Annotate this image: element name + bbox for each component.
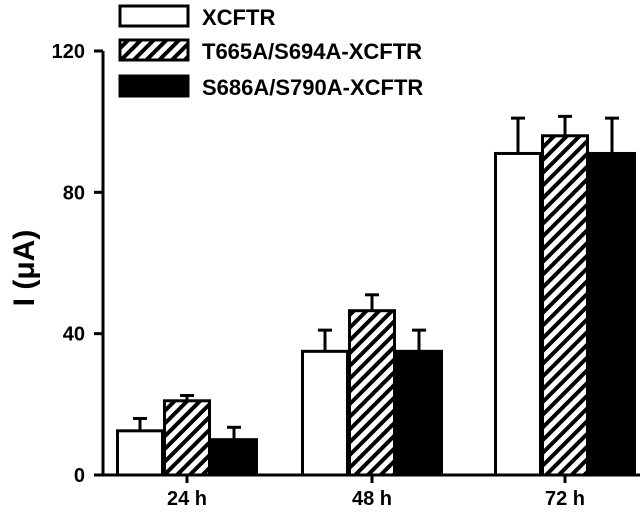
legend-label-1: XCFTR (202, 5, 275, 30)
y-axis: 0 40 80 120 (52, 41, 105, 487)
bar-2-2 (348, 309, 396, 477)
y-tick-label: 0 (74, 465, 85, 487)
bar-2-1 (163, 399, 211, 477)
bars (116, 114, 636, 477)
legend-label-3: S686A/S790A-XCFTR (202, 75, 423, 100)
y-tick-label: 80 (63, 182, 85, 204)
legend-swatch-1 (118, 4, 190, 28)
legend-swatch-2 (118, 38, 190, 62)
y-tick-label: 40 (63, 324, 85, 346)
x-axis: 24 h 48 h 72 h (103, 473, 640, 510)
x-tick-label: 48 h (352, 488, 392, 510)
bar-1-1 (116, 429, 164, 477)
x-tick-label: 72 h (545, 488, 585, 510)
bar-3-2 (395, 349, 443, 477)
legend: XCFTR T665A/S694A-XCFTR S686A/S790A-XCFTR (118, 4, 423, 100)
bar-3-1 (210, 438, 258, 477)
bar-1-3 (494, 151, 542, 477)
legend-swatch-3 (118, 74, 190, 98)
y-axis-label: I (μA) (8, 230, 41, 307)
bar-3-3 (588, 151, 636, 477)
legend-label-2: T665A/S694A-XCFTR (202, 39, 422, 64)
x-tick-label: 24 h (167, 488, 207, 510)
bar-2-3 (541, 134, 589, 477)
bar-1-2 (301, 349, 349, 477)
y-tick-label: 120 (52, 41, 85, 63)
